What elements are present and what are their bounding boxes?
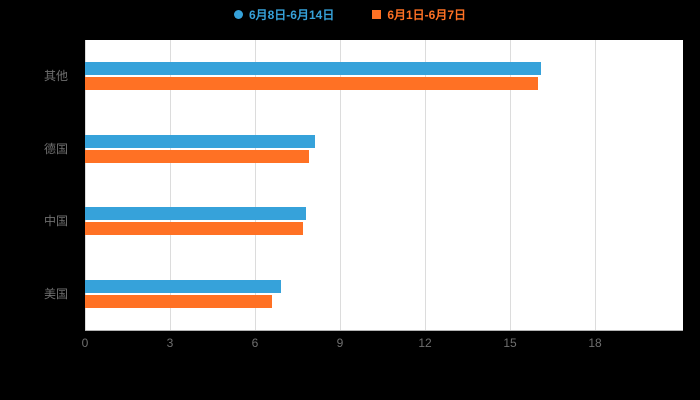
bar-中国-series-1 — [85, 222, 304, 236]
gridline-x-15 — [510, 40, 511, 330]
bar-美国-series-0 — [85, 279, 281, 293]
x-tick-label-9: 9 — [336, 336, 344, 350]
bar-其他-series-1 — [85, 77, 539, 91]
bar-其他-series-0 — [85, 62, 542, 76]
x-tick-label-0: 0 — [81, 336, 89, 350]
legend-marker-circle-icon — [233, 10, 243, 19]
category-label-2: 中国 — [44, 214, 69, 229]
x-tick-label-12: 12 — [418, 336, 432, 350]
legend-item-1[interactable]: 6月1日-6月7日 — [372, 6, 466, 23]
bar-美国-series-1 — [85, 294, 272, 308]
category-label-1: 德国 — [44, 141, 69, 156]
gridline-x-18 — [595, 40, 596, 330]
legend-label: 6月1日-6月7日 — [387, 8, 467, 22]
category-label-0: 其他 — [44, 69, 69, 84]
x-tick-label-6: 6 — [251, 336, 259, 350]
plot-area — [85, 40, 683, 331]
bar-德国-series-0 — [85, 134, 315, 148]
legend-label: 6月8日-6月14日 — [248, 8, 335, 22]
gridline-x-0 — [85, 40, 86, 330]
x-tick-label-18: 18 — [588, 336, 602, 350]
legend-marker-square-icon — [372, 10, 382, 19]
category-label-3: 美国 — [44, 286, 69, 301]
bar-德国-series-1 — [85, 149, 309, 163]
gridline-x-3 — [170, 40, 171, 330]
bar-中国-series-0 — [85, 207, 306, 221]
x-tick-label-3: 3 — [166, 336, 174, 350]
gridline-x-9 — [340, 40, 341, 330]
gridline-x-6 — [255, 40, 256, 330]
chart-legend: 6月8日-6月14日 6月1日-6月7日 — [0, 6, 700, 23]
gridline-x-12 — [425, 40, 426, 330]
legend-item-0[interactable]: 6月8日-6月14日 — [233, 6, 335, 23]
x-tick-label-15: 15 — [503, 336, 517, 350]
